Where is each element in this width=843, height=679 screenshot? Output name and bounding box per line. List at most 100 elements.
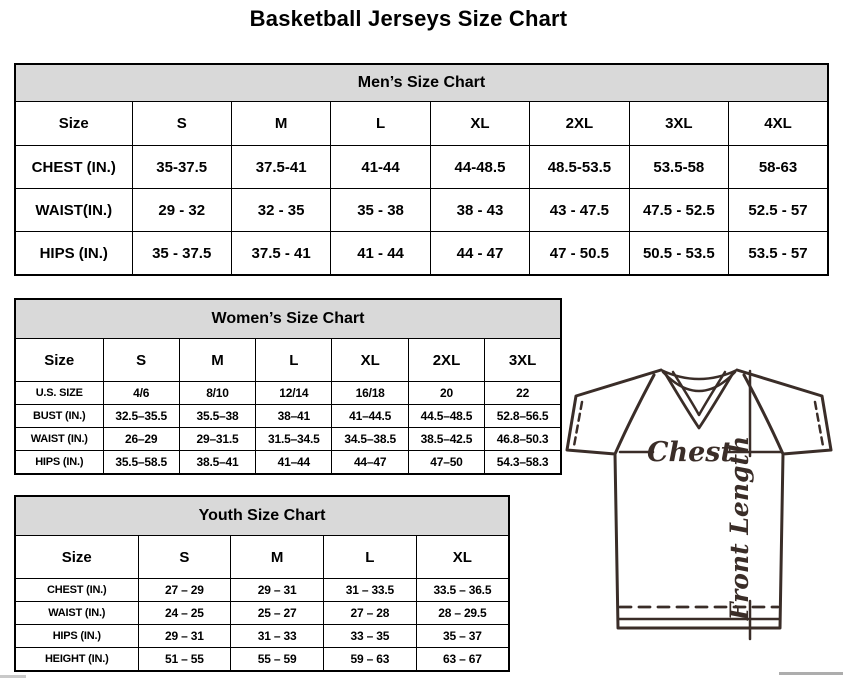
size-value-cell: 31.5–34.5 <box>255 427 333 451</box>
table-row: WAIST(IN.) 29 - 32 32 - 35 35 - 38 38 - … <box>14 188 829 232</box>
chest-label: Chest <box>647 437 733 468</box>
column-header: S <box>131 101 232 146</box>
column-header: Size <box>14 101 133 146</box>
column-header: XL <box>415 535 510 579</box>
size-value-cell: 58-63 <box>728 145 829 189</box>
size-value-cell: 47 - 50.5 <box>529 231 630 276</box>
size-value-cell: 32.5–35.5 <box>102 404 180 428</box>
size-value-cell: 38.5–42.5 <box>407 427 486 451</box>
column-header: L <box>323 535 417 579</box>
size-value-cell: 48.5-53.5 <box>529 145 630 189</box>
size-value-cell: 59 – 63 <box>323 647 417 672</box>
table-row: Women’s Size Chart <box>14 298 562 339</box>
size-value-cell: 35-37.5 <box>131 145 232 189</box>
table-row: CHEST (IN.) 27 – 29 29 – 31 31 – 33.5 33… <box>14 578 510 602</box>
row-header: WAIST (IN.) <box>14 601 139 625</box>
youth-size-table: Youth Size Chart Size S M L XL CHEST (IN… <box>14 495 510 672</box>
column-header: M <box>230 535 324 579</box>
table-row: HIPS (IN.) 35 - 37.5 37.5 - 41 41 - 44 4… <box>14 231 829 276</box>
size-value-cell: 54.3–58.3 <box>484 450 562 475</box>
size-value-cell: 38–41 <box>255 404 333 428</box>
horizontal-scrollbar-fragment[interactable] <box>0 675 26 678</box>
size-value-cell: 43 - 47.5 <box>529 188 630 232</box>
size-value-cell: 44 - 47 <box>429 231 531 276</box>
size-value-cell: 38 - 43 <box>429 188 531 232</box>
table-row: HIPS (IN.) 29 – 31 31 – 33 33 – 35 35 – … <box>14 624 510 648</box>
womens-table-title: Women’s Size Chart <box>14 298 562 339</box>
size-value-cell: 12/14 <box>255 381 333 405</box>
row-header: BUST (IN.) <box>14 404 104 428</box>
size-value-cell: 52.8–56.5 <box>484 404 562 428</box>
size-value-cell: 35.5–38 <box>178 404 257 428</box>
size-value-cell: 50.5 - 53.5 <box>628 231 730 276</box>
column-header: L <box>255 338 333 382</box>
size-value-cell: 29 – 31 <box>137 624 232 648</box>
size-value-cell: 37.5-41 <box>230 145 332 189</box>
table-row: WAIST (IN.) 24 – 25 25 – 27 27 – 28 28 –… <box>14 601 510 625</box>
table-row: CHEST (IN.) 35-37.5 37.5-41 41-44 44-48.… <box>14 145 829 189</box>
size-value-cell: 63 – 67 <box>415 647 510 672</box>
size-value-cell: 52.5 - 57 <box>728 188 829 232</box>
size-value-cell: 24 – 25 <box>137 601 232 625</box>
size-value-cell: 41–44 <box>255 450 333 475</box>
table-row: Size S M L XL <box>14 535 510 579</box>
size-value-cell: 27 – 29 <box>137 578 232 602</box>
size-value-cell: 35 - 38 <box>330 188 431 232</box>
column-header: XL <box>429 101 531 146</box>
column-header: M <box>230 101 332 146</box>
column-header: L <box>330 101 431 146</box>
size-value-cell: 4/6 <box>102 381 180 405</box>
womens-size-table: Women’s Size Chart Size S M L XL 2XL 3XL… <box>14 298 562 475</box>
size-value-cell: 35 – 37 <box>415 624 510 648</box>
size-value-cell: 31 – 33 <box>230 624 324 648</box>
column-header: 2XL <box>407 338 486 382</box>
jersey-outline <box>565 368 833 630</box>
cuff-stitch-right <box>813 400 825 448</box>
size-value-cell: 29 – 31 <box>230 578 324 602</box>
horizontal-scrollbar-fragment[interactable] <box>779 672 843 675</box>
row-header: WAIST(IN.) <box>14 188 133 232</box>
size-value-cell: 29 - 32 <box>131 188 232 232</box>
row-header: HIPS (IN.) <box>14 231 133 276</box>
size-value-cell: 41 - 44 <box>330 231 431 276</box>
table-row: WAIST (IN.) 26–29 29–31.5 31.5–34.5 34.5… <box>14 427 562 451</box>
size-value-cell: 53.5-58 <box>628 145 730 189</box>
size-value-cell: 27 – 28 <box>323 601 417 625</box>
size-value-cell: 51 – 55 <box>137 647 232 672</box>
size-value-cell: 20 <box>407 381 486 405</box>
size-value-cell: 37.5 - 41 <box>230 231 332 276</box>
cuff-stitch-left <box>572 400 584 448</box>
jersey-measurement-diagram: Chest Front Length <box>565 368 833 641</box>
table-row: BUST (IN.) 32.5–35.5 35.5–38 38–41 41–44… <box>14 404 562 428</box>
size-value-cell: 44.5–48.5 <box>407 404 486 428</box>
size-value-cell: 33 – 35 <box>323 624 417 648</box>
size-value-cell: 31 – 33.5 <box>323 578 417 602</box>
size-value-cell: 35.5–58.5 <box>102 450 180 475</box>
column-header: S <box>137 535 232 579</box>
front-length-label: Front Length <box>725 436 754 621</box>
size-value-cell: 55 – 59 <box>230 647 324 672</box>
table-row: HIPS (IN.) 35.5–58.5 38.5–41 41–44 44–47… <box>14 450 562 475</box>
size-value-cell: 35 - 37.5 <box>131 231 232 276</box>
column-header: 3XL <box>484 338 562 382</box>
size-value-cell: 53.5 - 57 <box>728 231 829 276</box>
column-header: 2XL <box>529 101 630 146</box>
table-row: Youth Size Chart <box>14 495 510 536</box>
table-row: Size S M L XL 2XL 3XL 4XL <box>14 101 829 146</box>
column-header: Size <box>14 338 104 382</box>
collar-v-inner <box>671 370 727 417</box>
armhole-seam-left <box>613 373 656 456</box>
size-value-cell: 32 - 35 <box>230 188 332 232</box>
size-value-cell: 38.5–41 <box>178 450 257 475</box>
size-value-cell: 44–47 <box>331 450 409 475</box>
size-value-cell: 8/10 <box>178 381 257 405</box>
collar-top-arc <box>659 368 739 381</box>
row-header: HIPS (IN.) <box>14 450 104 475</box>
size-value-cell: 28 – 29.5 <box>415 601 510 625</box>
column-header: 4XL <box>728 101 829 146</box>
page-title: Basketball Jerseys Size Chart <box>249 6 568 31</box>
table-row: U.S. SIZE 4/6 8/10 12/14 16/18 20 22 <box>14 381 562 405</box>
size-value-cell: 34.5–38.5 <box>331 427 409 451</box>
row-header: HIPS (IN.) <box>14 624 139 648</box>
mens-size-table: Men’s Size Chart Size S M L XL 2XL 3XL 4… <box>14 63 829 276</box>
